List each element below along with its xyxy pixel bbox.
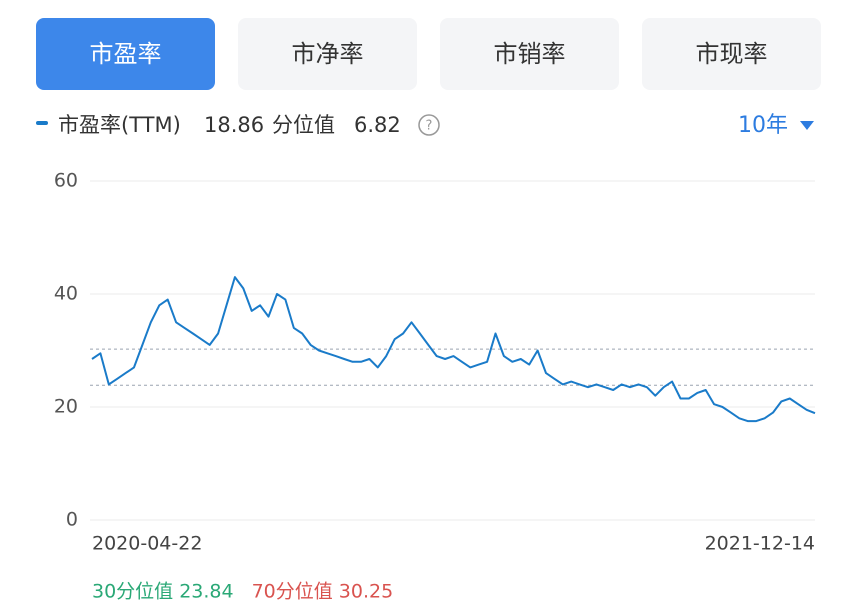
legend-swatch [36, 121, 48, 125]
tab[interactable] [642, 18, 821, 90]
reference-label: 70分位值 [252, 581, 333, 603]
tab-label: 市销率 [494, 40, 566, 68]
tab[interactable] [238, 18, 417, 90]
reference-label: 30分位值 [92, 581, 173, 603]
help-icon[interactable] [418, 114, 440, 136]
y-tick-label: 20 [54, 396, 78, 418]
tab-label: 市盈率 [90, 40, 162, 68]
series-label: 市盈率(TTM) [58, 113, 181, 137]
reference-value: 30.25 [339, 581, 393, 603]
tab[interactable] [36, 18, 215, 90]
y-tick-label: 60 [54, 170, 78, 192]
tab-label: 市净率 [292, 40, 364, 68]
dropdown-arrow[interactable] [800, 121, 814, 130]
reference-value: 23.84 [179, 581, 233, 603]
x-tick-label: 2021-12-14 [705, 533, 815, 555]
tab-bar: 市盈率 市净率 市销率 市现率 [36, 18, 821, 90]
tab[interactable] [440, 18, 619, 90]
range-selector[interactable]: 10年 [738, 113, 788, 138]
pe-line [91, 276, 816, 423]
y-tick-label: 40 [54, 283, 78, 305]
y-tick-label: 0 [66, 509, 78, 531]
help-icon-mark: ? [426, 119, 433, 134]
tab-label: 市现率 [696, 40, 768, 68]
x-tick-label: 2020-04-22 [92, 533, 202, 555]
current-value: 18.86 [204, 113, 264, 137]
percentile-label: 分位值 [272, 113, 335, 137]
percentile-value: 6.82 [354, 113, 401, 137]
